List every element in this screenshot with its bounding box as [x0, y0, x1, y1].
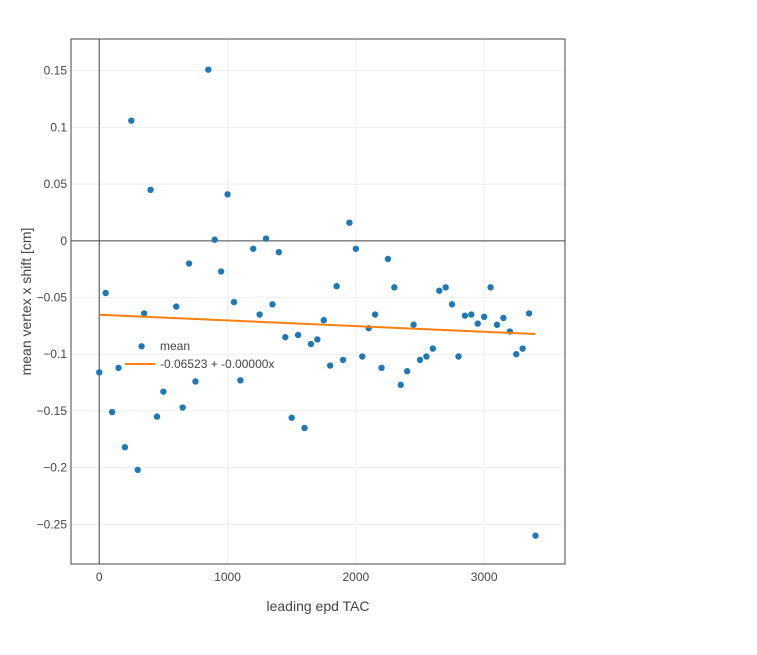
data-point — [147, 186, 154, 194]
y-tick-label: −0.2 — [43, 461, 67, 475]
x-axis-title: leading epd TAC — [267, 598, 370, 614]
data-point — [500, 314, 507, 322]
y-tick-label: −0.25 — [37, 517, 68, 531]
data-point — [378, 364, 385, 372]
y-tick-label: 0 — [60, 234, 67, 248]
y-tick-label: 0.15 — [44, 64, 68, 78]
data-point — [140, 310, 148, 317]
legend-title-mean: mean — [160, 339, 190, 353]
data-point — [275, 248, 283, 256]
data-point — [391, 284, 398, 291]
data-point — [448, 301, 456, 308]
data-point — [96, 369, 103, 376]
data-point — [134, 466, 141, 474]
data-point — [108, 408, 116, 416]
data-point — [397, 381, 404, 389]
x-tick-label: 1000 — [214, 570, 241, 584]
data-point — [205, 66, 212, 73]
data-marks — [96, 66, 539, 539]
data-point — [359, 353, 366, 360]
data-point — [346, 219, 353, 226]
data-point — [333, 282, 340, 290]
data-point — [250, 245, 257, 252]
data-point — [519, 345, 526, 352]
data-point — [230, 298, 238, 306]
legend[interactable]: mean -0.06523 + -0.00000x — [125, 339, 274, 371]
data-point — [429, 345, 437, 352]
zero-lines — [71, 39, 565, 564]
legend-label-fit: -0.06523 + -0.00000x — [160, 357, 274, 371]
data-point — [185, 260, 193, 267]
data-point — [262, 235, 270, 242]
data-point — [217, 268, 225, 275]
data-point — [468, 311, 475, 318]
x-tick-label: 2000 — [343, 570, 370, 584]
plot-frame — [70, 38, 566, 565]
data-point — [301, 424, 308, 432]
x-tick-label: 0 — [96, 570, 103, 584]
data-point — [480, 313, 488, 321]
data-point — [160, 388, 167, 395]
y-axis-ticks: 0.15 0.1 0.05 0 −0.05 −0.1 −0.15 −0.2 −0.25 — [37, 64, 68, 532]
data-point — [423, 353, 430, 360]
data-point — [138, 343, 145, 350]
data-point — [282, 334, 289, 341]
data-point — [487, 284, 494, 291]
data-point — [173, 303, 180, 310]
data-point — [474, 320, 481, 327]
y-tick-label: −0.05 — [37, 291, 68, 305]
data-point — [442, 284, 449, 291]
data-point — [192, 378, 199, 385]
y-tick-label: −0.15 — [37, 404, 68, 418]
data-point — [371, 311, 379, 318]
data-point — [416, 356, 424, 364]
data-point — [320, 317, 327, 324]
data-point — [288, 414, 295, 421]
data-point — [532, 532, 539, 539]
data-point — [307, 340, 315, 348]
data-point — [461, 312, 469, 319]
data-point — [179, 404, 186, 411]
y-tick-label: 0.1 — [50, 120, 67, 134]
fit-line-mean — [99, 313, 536, 336]
data-point — [115, 364, 122, 372]
data-point — [403, 368, 411, 375]
data-point — [513, 351, 520, 358]
data-point — [525, 310, 533, 317]
y-axis-title: mean vertex x shift [cm] — [18, 228, 34, 376]
data-point — [493, 321, 501, 328]
data-point — [153, 413, 161, 420]
data-point — [436, 287, 443, 294]
data-point — [237, 377, 244, 384]
data-point — [339, 356, 347, 364]
data-point — [128, 117, 135, 124]
data-point — [455, 353, 462, 360]
data-point — [294, 331, 302, 339]
data-point — [256, 311, 263, 318]
y-tick-label: 0.05 — [44, 177, 68, 191]
x-tick-label: 3000 — [471, 570, 498, 584]
data-point — [102, 289, 109, 297]
data-point — [224, 191, 231, 198]
data-point — [211, 236, 218, 243]
y-tick-label: −0.1 — [43, 347, 67, 361]
x-axis-ticks: 0 1000 2000 3000 — [96, 570, 498, 584]
data-point — [352, 245, 360, 252]
data-point — [326, 362, 334, 369]
data-point — [269, 301, 276, 308]
data-point — [121, 444, 129, 451]
data-point — [410, 321, 417, 328]
grid-lines — [71, 39, 565, 564]
data-point — [314, 336, 321, 343]
data-point — [384, 255, 392, 263]
